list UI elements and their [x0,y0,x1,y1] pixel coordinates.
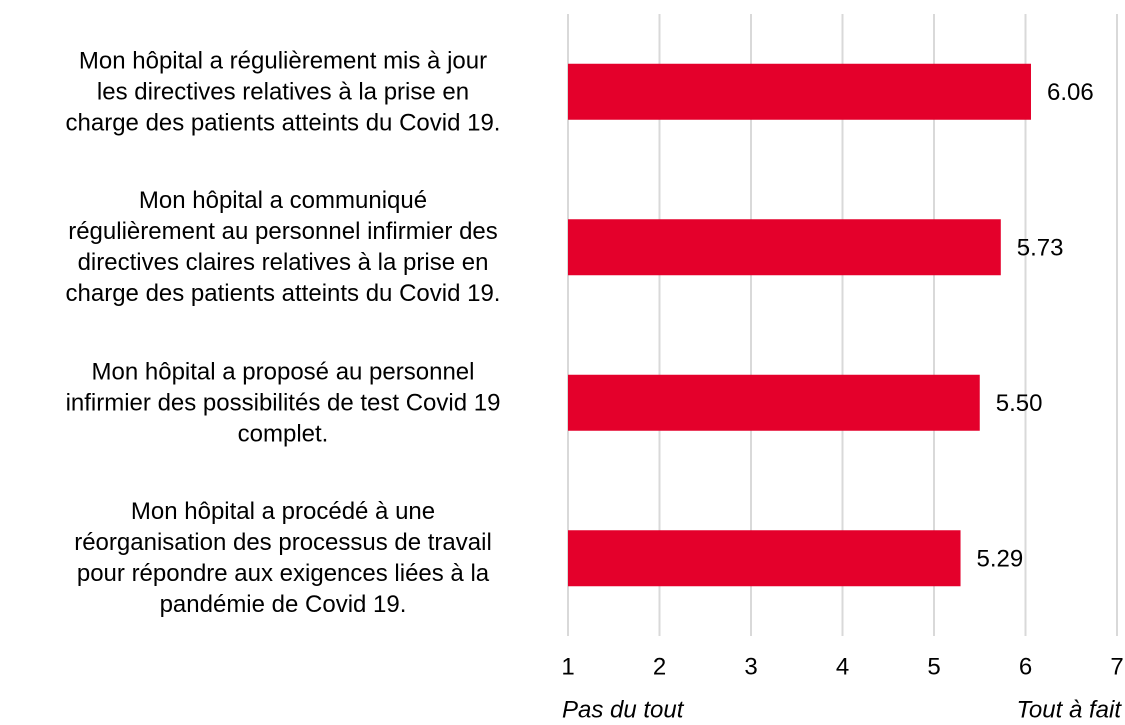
x-axis-label-left: Pas du tout [562,696,685,723]
x-tick-label: 2 [653,653,666,680]
x-tick-label: 6 [1019,653,1032,680]
x-tick-label: 4 [836,653,849,680]
bar [568,374,980,431]
x-tick-label: 1 [561,653,574,680]
value-label: 6.06 [1047,79,1094,106]
bar [568,63,1031,120]
category-label: Mon hôpital a proposé au personnel infir… [65,358,501,448]
value-label: 5.29 [977,546,1024,573]
bar [568,219,1001,276]
value-label: 5.50 [996,390,1043,417]
category-label: Mon hôpital a régulièrement mis à jour l… [65,47,501,137]
x-tick-label: 3 [744,653,757,680]
bar [568,530,961,587]
category-label: Mon hôpital a procédé à une réorganisati… [74,498,492,619]
x-axis-label-right: Tout à fait [1016,696,1122,723]
value-label: 5.73 [1017,235,1064,262]
x-tick-label: 7 [1110,653,1123,680]
x-tick-label: 5 [927,653,940,680]
category-label: Mon hôpital a communiqué régulièrement a… [65,187,501,308]
